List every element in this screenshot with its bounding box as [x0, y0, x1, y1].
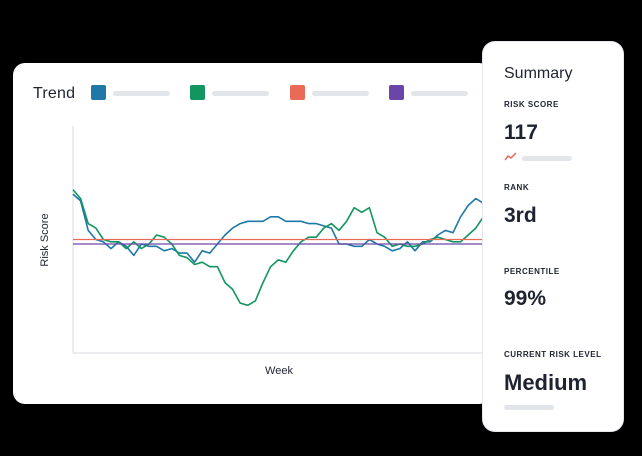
series-group — [72, 189, 491, 307]
rank-label: RANK — [504, 183, 530, 192]
current-risk-value: Medium — [504, 370, 588, 395]
legend-label-4 — [411, 91, 468, 96]
current-risk-label: CURRENT RISK LEVEL — [504, 350, 602, 359]
summary-card: Summary RISK SCORE 117 RANK 3rd PERCENTI… — [483, 42, 623, 431]
trend-card: Trend Risk Score Week — [13, 63, 491, 404]
risk-score-label: RISK SCORE — [504, 100, 559, 109]
legend-label-1 — [113, 91, 170, 96]
series-line-1 — [72, 193, 491, 263]
risk-score-value: 117 — [504, 121, 538, 144]
y-axis-label: Risk Score — [39, 213, 51, 266]
percentile-value: 99% — [504, 287, 547, 310]
rank-value: 3rd — [504, 204, 537, 227]
legend-swatch-2 — [190, 85, 205, 100]
percentile-label: PERCENTILE — [504, 267, 560, 276]
series-line-2 — [72, 189, 491, 307]
legend-swatch-3 — [290, 85, 305, 100]
legend-swatch-4 — [389, 85, 404, 100]
risk-chart: Risk Score Week — [39, 126, 491, 377]
trend-up-icon — [504, 152, 517, 161]
legend-label-3 — [312, 91, 369, 96]
trend-title: Trend — [33, 85, 76, 102]
x-axis-label: Week — [265, 365, 293, 377]
legend-swatch-1 — [91, 85, 106, 100]
current-risk-subtext — [504, 405, 554, 410]
summary-title: Summary — [504, 65, 573, 82]
risk-score-subtext — [522, 156, 572, 161]
legend-label-2 — [212, 91, 269, 96]
